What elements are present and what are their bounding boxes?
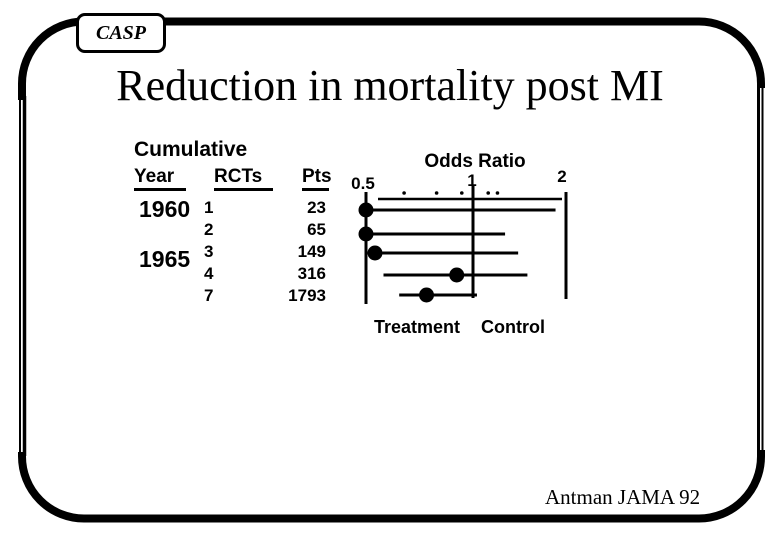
- column-header-pts: Pts: [302, 167, 332, 191]
- pts-cell: 23: [307, 198, 326, 217]
- casp-badge-label: CASP: [95, 21, 147, 44]
- rcts-cell: 4: [204, 264, 214, 283]
- chart-title: Odds Ratio: [424, 151, 526, 172]
- x-tick-2: 2: [557, 167, 567, 186]
- rcts-cell: 2: [204, 220, 214, 239]
- pts-cell: 65: [307, 220, 326, 239]
- citation: Antman JAMA 92: [545, 485, 701, 509]
- rcts-cell: 3: [204, 242, 214, 261]
- page-title: Reduction in mortality post MI: [116, 61, 664, 110]
- x-tick-1: 1: [467, 171, 477, 190]
- rcts-cell: 1: [204, 198, 214, 217]
- pts-cell: 149: [297, 242, 326, 261]
- rcts-cell: 7: [204, 286, 214, 305]
- pts-cell: 316: [297, 264, 326, 283]
- year-label-1960: 1960: [139, 196, 191, 222]
- treatment-label: Treatment: [374, 317, 461, 337]
- x-tick-0-5: 0.5: [351, 174, 375, 193]
- control-label: Control: [481, 317, 545, 337]
- casp-badge: CASP: [76, 13, 166, 53]
- year-label-1965: 1965: [139, 246, 191, 272]
- pts-cell: 1793: [288, 286, 326, 305]
- forest-plot-svg: [358, 186, 568, 304]
- column-header-rcts: RCTs: [214, 167, 273, 191]
- column-header-year: Year: [134, 167, 186, 191]
- table-title: Cumulative: [134, 138, 248, 161]
